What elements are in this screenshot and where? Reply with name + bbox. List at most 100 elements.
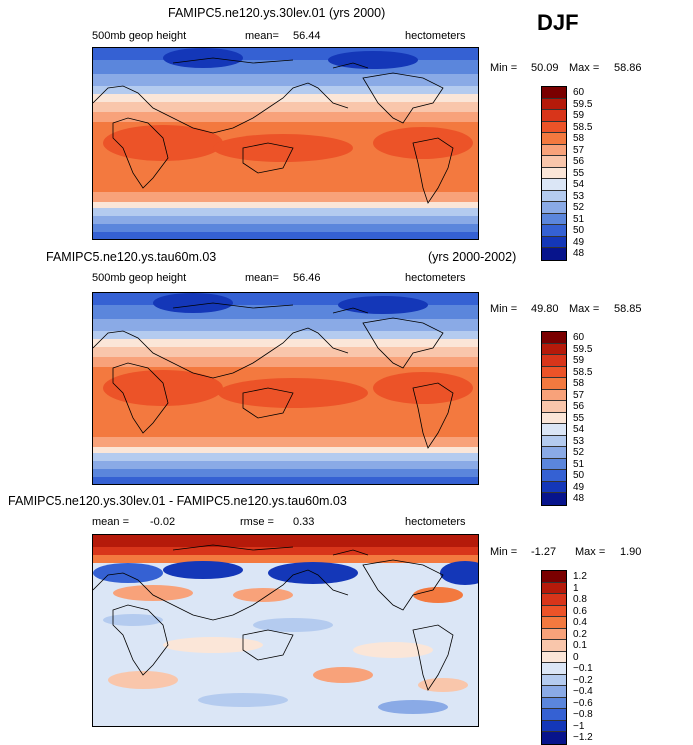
panel1-title: FAMIPC5.ne120.ys.30lev.01 (yrs 2000) <box>168 6 386 20</box>
colorbar-label: 59.5 <box>573 343 593 355</box>
colorbar-label: −0.8 <box>573 709 593 720</box>
colorbar-label: 55 <box>573 412 585 424</box>
panel2-colorbar-labels: 60 59.5 59 58.5 58 57 56 55 54 53 52 51 50 49 48 <box>573 332 592 505</box>
colorbar-label: 58.5 <box>573 366 593 378</box>
colorbar-swatch <box>542 481 566 493</box>
colorbar-label: −1.2 <box>573 732 593 743</box>
colorbar-swatch <box>542 732 566 744</box>
panel2-mean-label: mean= <box>245 272 279 284</box>
panel3-max-label: Max = <box>575 546 606 558</box>
colorbar-swatch <box>542 424 566 436</box>
colorbar-swatch <box>542 389 566 401</box>
colorbar-swatch <box>542 582 566 594</box>
colorbar-label: 53 <box>573 435 585 447</box>
colorbar-swatch <box>542 663 566 675</box>
colorbar-swatch <box>542 133 566 145</box>
colorbar-swatch <box>542 697 566 709</box>
panel3-rmse-label: rmse = <box>240 516 274 528</box>
colorbar-label: 52 <box>573 202 585 213</box>
colorbar-label: 58 <box>573 378 585 389</box>
colorbar-label: 59.5 <box>573 98 593 110</box>
colorbar-label: 49 <box>573 481 585 493</box>
colorbar-swatch <box>542 87 566 99</box>
colorbar-label: −0.1 <box>573 663 593 674</box>
panel3-min-label: Min = <box>490 546 518 558</box>
colorbar-label: 48 <box>573 248 585 259</box>
colorbar-label: 1.2 <box>573 571 587 582</box>
colorbar-label: 52 <box>573 447 585 458</box>
colorbar-label: −0.2 <box>573 674 593 686</box>
colorbar-swatch <box>542 248 566 260</box>
panel1-mean-label: mean= <box>245 30 279 42</box>
colorbar-swatch <box>542 202 566 214</box>
panel1-field: 500mb geop height <box>92 30 187 42</box>
panel1-max-label: Max = <box>569 62 600 74</box>
colorbar-swatch <box>542 179 566 191</box>
colorbar-swatch <box>542 366 566 378</box>
colorbar-label: 49 <box>573 236 585 248</box>
panel1-map <box>92 47 479 240</box>
colorbar-swatch <box>542 332 566 344</box>
colorbar-swatch <box>542 378 566 390</box>
colorbar-label: 51 <box>573 458 585 470</box>
colorbar-label: 55 <box>573 167 585 179</box>
colorbar-swatch <box>542 458 566 470</box>
colorbar-swatch <box>542 98 566 110</box>
panel2-units: hectometers <box>405 272 466 284</box>
panel2-colorbar <box>541 331 567 506</box>
colorbar-label: 0.8 <box>573 594 587 605</box>
panel3-min: -1.27 <box>531 546 557 558</box>
colorbar-label: 48 <box>573 493 585 504</box>
season-label: DJF <box>537 10 579 35</box>
colorbar-label: 58 <box>573 133 585 144</box>
colorbar-swatch <box>542 651 566 663</box>
panel1-units: hectometers <box>405 30 466 42</box>
colorbar-swatch <box>542 355 566 367</box>
colorbar-swatch <box>542 236 566 248</box>
panel3-colorbar-labels: 1.2 1 0.8 0.6 0.4 0.2 0.1 0 −0.1 −0.2 −0.4 −0.6 −0.8… <box>573 571 593 744</box>
colorbar-label: 50 <box>573 470 585 481</box>
colorbar-swatch <box>542 617 566 629</box>
colorbar-swatch <box>542 447 566 459</box>
colorbar-label: 58.5 <box>573 121 593 133</box>
colorbar-label: 54 <box>573 424 585 435</box>
panel2-max: 58.85 <box>614 303 642 315</box>
colorbar-swatch <box>542 412 566 424</box>
colorbar-swatch <box>542 709 566 721</box>
colorbar-swatch <box>542 190 566 202</box>
colorbar-label: 60 <box>573 332 585 343</box>
colorbar-swatch <box>542 571 566 583</box>
colorbar-label: 56 <box>573 156 585 167</box>
colorbar-swatch <box>542 628 566 640</box>
panel3-title: FAMIPC5.ne120.ys.30lev.01 - FAMIPC5.ne12… <box>8 494 347 508</box>
panel3-rmse: 0.33 <box>293 516 315 528</box>
colorbar-label: 50 <box>573 225 585 236</box>
colorbar-swatch <box>542 110 566 122</box>
colorbar-label: 0.6 <box>573 605 587 617</box>
colorbar-swatch <box>542 674 566 686</box>
panel2-max-label: Max = <box>569 303 600 315</box>
panel3-max: 1.90 <box>620 546 642 558</box>
colorbar-swatch <box>542 225 566 237</box>
panel2-mean: 56.46 <box>293 272 321 284</box>
panel1-min: 50.09 <box>531 62 559 74</box>
colorbar-swatch <box>542 213 566 225</box>
panel2-min: 49.80 <box>531 303 559 315</box>
colorbar-label: 54 <box>573 179 585 190</box>
colorbar-swatch <box>542 493 566 505</box>
colorbar-swatch <box>542 594 566 606</box>
colorbar-swatch <box>542 167 566 179</box>
colorbar-label: −1 <box>573 720 585 732</box>
colorbar-label: −0.4 <box>573 686 593 697</box>
panel3-map <box>92 534 479 727</box>
colorbar-swatch <box>542 144 566 156</box>
colorbar-label: 59 <box>573 110 585 121</box>
colorbar-label: 53 <box>573 190 585 202</box>
colorbar-swatch <box>542 470 566 482</box>
colorbar-label: 57 <box>573 144 585 156</box>
colorbar-label: 51 <box>573 213 585 225</box>
panel2-min-label: Min = <box>490 303 518 315</box>
panel2-years: (yrs 2000-2002) <box>428 250 517 264</box>
panel1-mean: 56.44 <box>293 30 321 42</box>
colorbar-swatch <box>542 686 566 698</box>
